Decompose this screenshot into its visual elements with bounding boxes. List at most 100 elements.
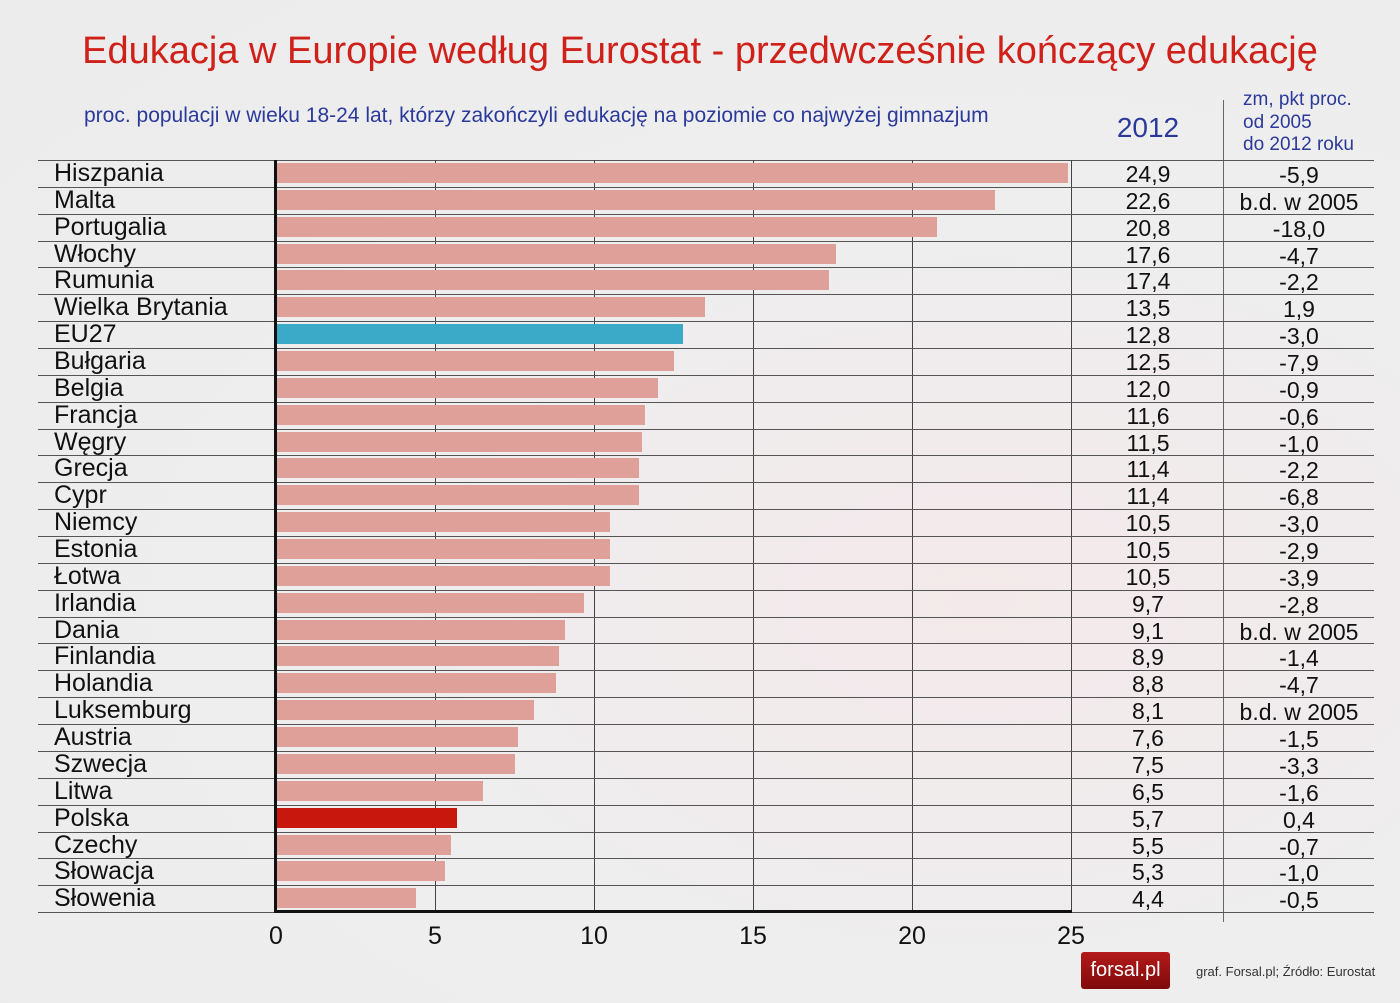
category-label: Włochy	[54, 239, 136, 268]
bar-finlandia	[276, 646, 560, 667]
bar-niemcy	[276, 512, 610, 533]
bar-malta	[276, 189, 995, 210]
chart-subtitle: proc. populacji w wieku 18-24 lat, którz…	[84, 104, 989, 127]
value-label: 9,7	[1132, 590, 1164, 617]
row-line	[38, 186, 1374, 188]
bar-luksemburg	[276, 700, 534, 721]
change-label: -3,0	[1279, 323, 1319, 350]
x-tick-label: 15	[739, 922, 767, 950]
change-label: -3,3	[1279, 752, 1319, 779]
change-label: -2,2	[1279, 269, 1319, 296]
value-label: 5,5	[1132, 832, 1164, 859]
change-label: -2,9	[1279, 538, 1319, 565]
row-line	[38, 160, 1374, 161]
category-label: Luksemburg	[54, 696, 192, 725]
category-label: Czechy	[54, 830, 138, 859]
gridline	[435, 160, 436, 912]
category-label: Słowenia	[54, 884, 156, 913]
row-line	[38, 643, 1374, 645]
change-label: -1,5	[1279, 726, 1319, 753]
row-line	[38, 885, 1374, 887]
row-line	[38, 509, 1374, 511]
category-label: Cypr	[54, 481, 107, 510]
value-label: 7,6	[1132, 725, 1164, 752]
bar-wielka-brytania	[276, 297, 706, 318]
change-label: -0,7	[1279, 833, 1319, 860]
value-label: 10,5	[1125, 537, 1171, 564]
change-label: -1,4	[1279, 645, 1319, 672]
value-label: 12,8	[1125, 322, 1171, 349]
value-label: 11,4	[1126, 456, 1170, 483]
value-label: 6,5	[1132, 778, 1164, 805]
bar-słowacja	[276, 861, 445, 882]
value-label: 17,4	[1125, 268, 1171, 295]
row-line	[38, 536, 1374, 538]
value-label: 17,6	[1125, 241, 1171, 268]
change-label: -1,0	[1279, 860, 1319, 887]
value-label: 5,3	[1132, 859, 1164, 886]
change-label: b.d. w 2005	[1239, 188, 1359, 215]
change-label: -1,0	[1279, 430, 1319, 457]
change-label: -0,9	[1279, 376, 1319, 403]
gridline	[912, 160, 913, 912]
bar-francja	[276, 404, 645, 425]
category-label: Portugalia	[54, 212, 167, 241]
value-label: 9,1	[1132, 617, 1164, 644]
value-label: 5,7	[1132, 805, 1164, 832]
source-note: graf. Forsal.pl; Źródło: Eurostat	[1196, 964, 1376, 979]
category-label: EU27	[54, 320, 117, 349]
change-label: -0,6	[1279, 403, 1319, 430]
change-label: -2,8	[1279, 591, 1319, 618]
bar-eu27	[276, 324, 684, 345]
bar-litwa	[276, 780, 483, 801]
bar-austria	[276, 727, 518, 748]
bar-dania	[276, 619, 566, 640]
bar-estonia	[276, 539, 610, 560]
category-label: Słowacja	[54, 857, 155, 886]
row-line	[38, 482, 1374, 484]
row-line	[38, 374, 1374, 376]
bar-rumunia	[276, 270, 830, 291]
category-label: Grecja	[54, 454, 128, 483]
value-label: 22,6	[1125, 187, 1171, 214]
row-line	[38, 589, 1374, 591]
change-label: -3,0	[1279, 511, 1319, 538]
category-label: Węgry	[54, 427, 127, 456]
value-label: 11,6	[1126, 402, 1170, 429]
category-label: Holandia	[54, 669, 153, 698]
change-label: 1,9	[1283, 296, 1315, 323]
row-line	[38, 777, 1374, 779]
category-label: Finlandia	[54, 642, 156, 671]
category-label: Rumunia	[54, 266, 155, 295]
value-label: 20,8	[1125, 214, 1171, 241]
row-line	[38, 401, 1374, 403]
x-tick-label: 10	[580, 922, 608, 950]
value-label: 12,0	[1125, 375, 1171, 402]
value-label: 10,5	[1125, 510, 1171, 537]
category-label: Dania	[54, 615, 120, 644]
value-label: 10,5	[1125, 563, 1171, 590]
change-label: -3,9	[1279, 564, 1319, 591]
category-label: Malta	[54, 185, 116, 214]
category-label: Austria	[54, 723, 132, 752]
category-label: Litwa	[54, 776, 113, 805]
forsal-logo: forsal.pl	[1081, 952, 1170, 989]
category-label: Polska	[54, 803, 130, 832]
x-axis	[274, 910, 1072, 913]
row-line	[38, 804, 1374, 806]
change-label: -4,7	[1279, 672, 1319, 699]
change-label: -6,8	[1279, 484, 1319, 511]
row-line	[38, 240, 1374, 242]
row-line	[38, 562, 1374, 564]
change-label: -1,6	[1279, 779, 1319, 806]
value-label: 11,5	[1126, 429, 1170, 456]
x-tick-label: 20	[898, 922, 926, 950]
column-header-change-line: zm, pkt proc.	[1243, 89, 1352, 110]
change-label: -2,2	[1279, 457, 1319, 484]
value-label: 4,4	[1132, 886, 1164, 913]
bar-belgia	[276, 377, 658, 398]
bar-cypr	[276, 485, 639, 506]
row-line	[38, 724, 1374, 726]
category-label: Szwecja	[54, 749, 148, 778]
gridline	[1071, 160, 1072, 912]
